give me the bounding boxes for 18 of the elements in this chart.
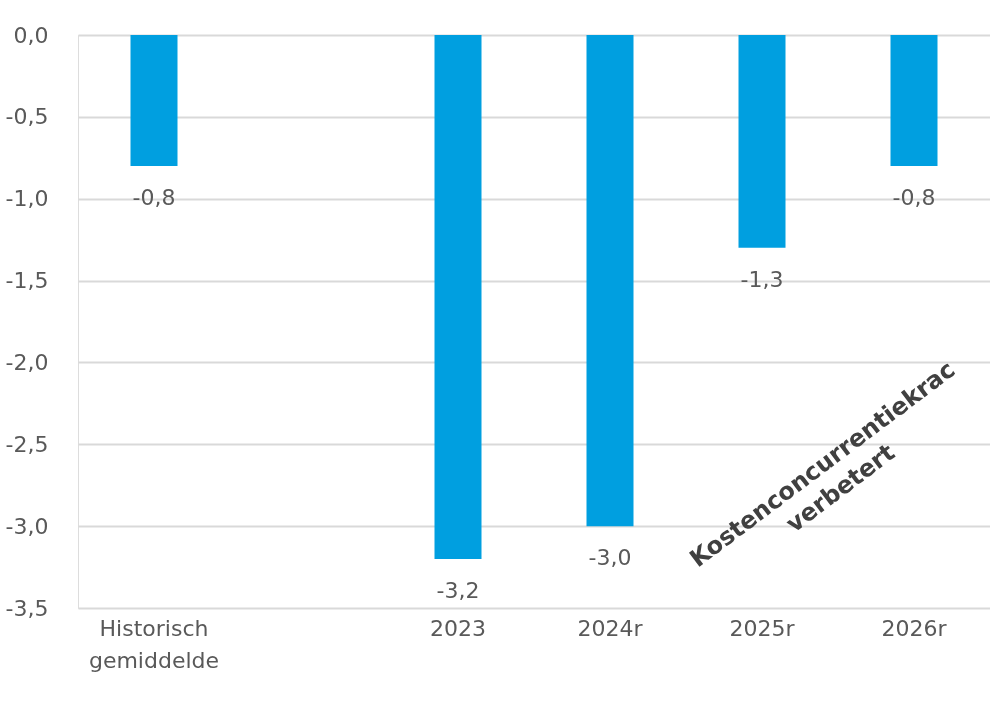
x-tick-label: 2024r	[577, 615, 644, 641]
y-tick-label: 0,0	[13, 22, 49, 48]
y-tick-label: -1,0	[5, 186, 49, 212]
x-tick-label: 2026r	[881, 615, 948, 641]
data-label: -0,8	[132, 184, 176, 210]
data-label: -3,0	[588, 545, 632, 571]
y-tick-label: -0,5	[5, 104, 49, 130]
y-tick-label: -1,5	[5, 268, 49, 294]
data-label: -3,2	[436, 577, 480, 603]
y-tick-label: -2,0	[5, 349, 49, 375]
y-tick-label: -3,5	[5, 595, 49, 621]
x-tick-label: 2025r	[729, 615, 796, 641]
x-tick-label: 2023	[430, 615, 486, 641]
y-tick-label: -3,0	[5, 513, 49, 539]
data-label: -0,8	[892, 184, 936, 210]
y-tick-label: -2,5	[5, 431, 49, 457]
x-tick-label: Historisch gemiddelde	[88, 615, 220, 673]
data-label: -1,3	[740, 266, 784, 292]
